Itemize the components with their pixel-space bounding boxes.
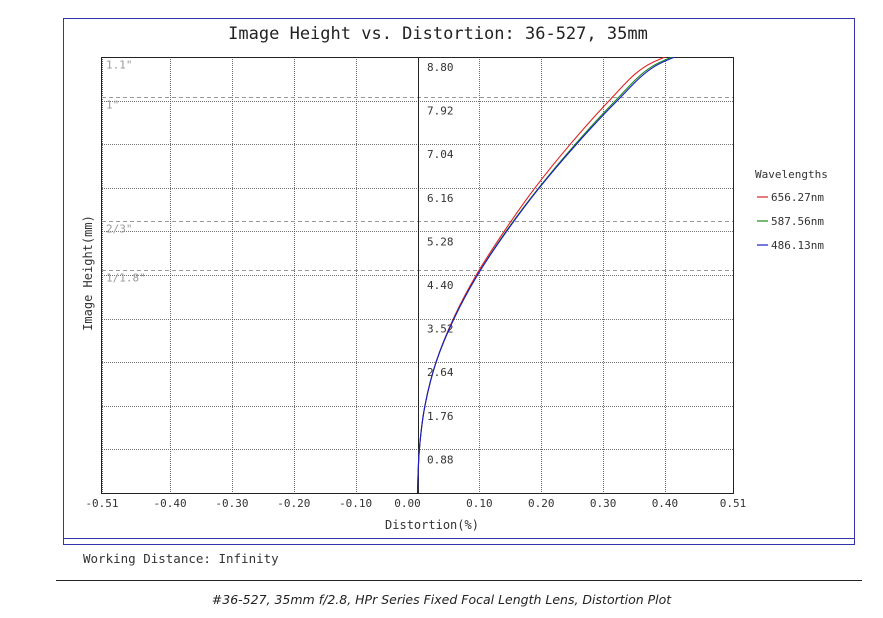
x-tick-label: 0.40	[652, 497, 679, 510]
x-tick-label: -0.10	[339, 497, 372, 510]
y-tick-label: 8.80	[427, 61, 454, 74]
y-tick-label: 7.04	[427, 148, 454, 161]
x-tick-label: 0.00	[394, 497, 421, 510]
series-line-486.13nm	[416, 57, 677, 493]
y-tick-label: 1.76	[427, 410, 454, 423]
x-tick-label: -0.40	[153, 497, 186, 510]
legend: Wavelengths 656.27nm 587.56nm 486.13nm	[755, 168, 828, 252]
x-tick-label: 0.51	[720, 497, 747, 510]
legend-title: Wavelengths	[755, 168, 828, 181]
figure-caption: #36-527, 35mm f/2.8, HPr Series Fixed Fo…	[211, 592, 672, 607]
chart-title: Image Height vs. Distortion: 36-527, 35m…	[228, 24, 648, 44]
y-tick-label: 4.40	[427, 279, 454, 292]
sensor-format-label: 2/3"	[106, 223, 133, 236]
x-tick-labels: -0.51 -0.40 -0.30 -0.20 -0.10 0.00 0.10 0.20 0.3…	[85, 497, 746, 510]
x-tick-label: 0.10	[466, 497, 493, 510]
plot-area	[101, 57, 734, 494]
y-axis-label: Image Height(mm)	[81, 215, 95, 331]
legend-entry: 656.27nm	[771, 191, 824, 204]
y-tick-label: 0.88	[427, 453, 454, 466]
x-axis-label: Distortion(%)	[385, 518, 479, 532]
x-tick-label: -0.30	[215, 497, 248, 510]
working-distance-label: Working Distance: Infinity	[83, 551, 279, 566]
x-tick-label: -0.51	[85, 497, 118, 510]
legend-entry: 486.13nm	[771, 239, 824, 252]
sensor-format-label: 1/1.8"	[106, 272, 146, 285]
y-tick-label: 5.28	[427, 235, 454, 248]
x-tick-label: -0.20	[277, 497, 310, 510]
sensor-format-label: 1"	[106, 99, 119, 112]
y-tick-label: 7.92	[427, 105, 454, 118]
x-tick-label: 0.30	[590, 497, 617, 510]
y-tick-label: 6.16	[427, 192, 454, 205]
x-tick-label: 0.20	[528, 497, 555, 510]
chart-frame	[63, 18, 855, 545]
legend-entry: 587.56nm	[771, 215, 824, 228]
series-lines	[416, 57, 677, 493]
sensor-format-label: 1.1"	[106, 59, 133, 72]
